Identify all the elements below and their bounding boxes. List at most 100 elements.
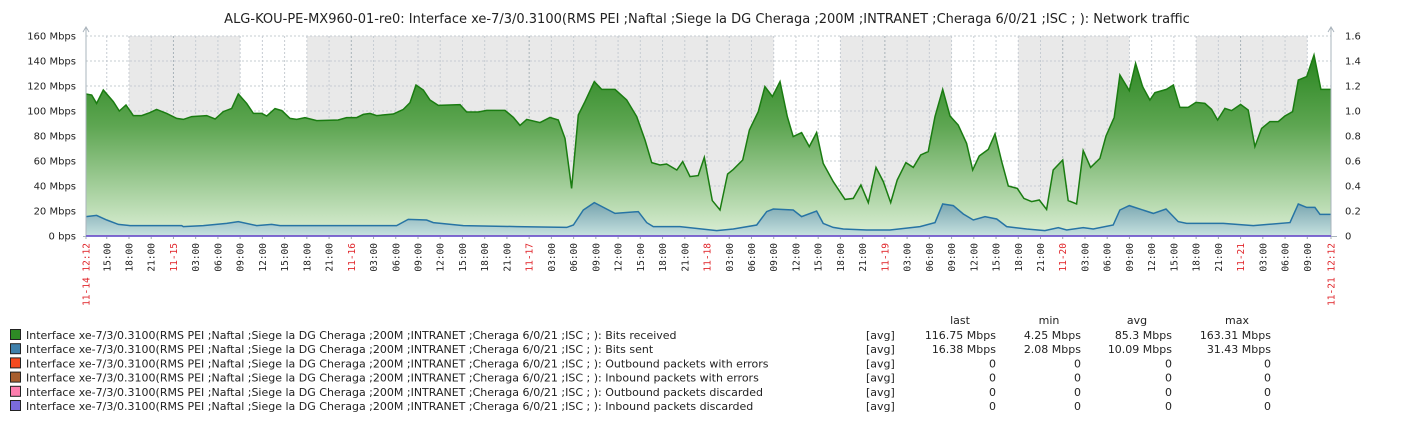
legend-item-max: 0 xyxy=(1264,372,1271,385)
x-tick-label: 12:00 xyxy=(436,243,447,272)
legend-item-min: 4.25 Mbps xyxy=(1024,329,1081,342)
x-tick-label: 09:00 xyxy=(1303,243,1314,272)
x-tick-label: 06:00 xyxy=(925,243,936,272)
x-tick-label: 21:00 xyxy=(1214,243,1225,272)
legend-header-last: last xyxy=(950,314,971,327)
legend-item-last: 0 xyxy=(989,400,996,413)
x-tick-label: 06:00 xyxy=(213,243,224,272)
series-line-1 xyxy=(85,201,1331,232)
x-tick-label: 21:00 xyxy=(1036,243,1047,272)
legend-item-last: 0 xyxy=(989,357,996,370)
y-right-tick-label: 1.6 xyxy=(1345,32,1361,43)
x-tick-label: 03:00 xyxy=(369,243,380,272)
legend-item-min: 2.08 Mbps xyxy=(1024,343,1081,356)
legend-item-min: 0 xyxy=(1074,386,1081,399)
x-tick-label: 15:00 xyxy=(636,243,647,272)
legend-item-function: [avg] xyxy=(866,400,895,413)
y-right-tick-label: 0.6 xyxy=(1345,157,1361,168)
y-right-tick-label: 0.2 xyxy=(1345,207,1361,218)
legend-item-max: 0 xyxy=(1264,357,1271,370)
y-left-tick-label: 140 Mbps xyxy=(27,57,76,68)
series-area-bits-sent xyxy=(86,202,1331,236)
x-tick-label: 18:00 xyxy=(1014,243,1025,272)
x-tick-label: 11-16 xyxy=(347,243,358,272)
x-tick-label: 03:00 xyxy=(903,243,914,272)
x-tick-label: 21:00 xyxy=(680,243,691,272)
x-tick-label: 21:00 xyxy=(325,243,336,272)
legend-item-avg: 10.09 Mbps xyxy=(1108,343,1172,356)
x-tick-label: 15:00 xyxy=(992,243,1003,272)
legend-item-max: 31.43 Mbps xyxy=(1207,343,1271,356)
legend-row: Interface xe-7/3/0.3100(RMS PEI ;Naftal … xyxy=(10,357,1271,370)
y-left-tick-label: 20 Mbps xyxy=(34,207,76,218)
x-tick-label: 18:00 xyxy=(302,243,313,272)
x-tick-label: 12:00 xyxy=(969,243,980,272)
legend-row: Interface xe-7/3/0.3100(RMS PEI ;Naftal … xyxy=(10,329,1271,342)
x-tick-label: 11-21 xyxy=(1236,243,1247,272)
x-tick-label: 09:00 xyxy=(414,243,425,272)
legend-item-function: [avg] xyxy=(866,329,895,342)
x-tick-label: 18:00 xyxy=(480,243,491,272)
x-tick-label: 21:00 xyxy=(858,243,869,272)
legend-header-max: max xyxy=(1225,314,1249,327)
x-tick-label: 15:00 xyxy=(814,243,825,272)
x-tick-label: 06:00 xyxy=(391,243,402,272)
legend-color-swatch xyxy=(10,385,21,397)
x-tick-label: 18:00 xyxy=(658,243,669,272)
y-left-tick-label: 120 Mbps xyxy=(27,82,76,93)
graph-title: ALG-KOU-PE-MX960-01-re0: Interface xe-7/… xyxy=(224,12,1190,27)
x-tick-label: 03:00 xyxy=(547,243,558,272)
x-tick-label: 12:00 xyxy=(258,243,269,272)
y-left-tick-label: 0 bps xyxy=(49,232,76,243)
y-right-tick-label: 1.4 xyxy=(1345,57,1361,68)
y-right-tick-label: 0.8 xyxy=(1345,132,1361,143)
x-tick-label: 15:00 xyxy=(102,243,113,272)
y-right-tick-label: 0.4 xyxy=(1345,182,1361,193)
x-tick-label: 11-21 12:12 xyxy=(1327,243,1338,306)
x-tick-label: 12:00 xyxy=(614,243,625,272)
legend-item-avg: 0 xyxy=(1165,372,1172,385)
x-tick-label: 15:00 xyxy=(280,243,291,272)
y-left-tick-label: 160 Mbps xyxy=(27,32,76,43)
x-tick-label: 11-14 12:12 xyxy=(82,243,93,306)
x-tick-label: 03:00 xyxy=(1258,243,1269,272)
legend-item-label: Interface xe-7/3/0.3100(RMS PEI ;Naftal … xyxy=(26,343,654,356)
x-tick-label: 21:00 xyxy=(147,243,158,272)
x-tick-label: 18:00 xyxy=(124,243,135,272)
legend-item-last: 0 xyxy=(989,386,996,399)
legend-item-label: Interface xe-7/3/0.3100(RMS PEI ;Naftal … xyxy=(26,329,677,342)
y-left-tick-label: 100 Mbps xyxy=(27,107,76,118)
legend-item-function: [avg] xyxy=(866,357,895,370)
x-tick-label: 11-18 xyxy=(703,243,714,272)
legend-item-avg: 0 xyxy=(1165,386,1172,399)
x-tick-label: 15:00 xyxy=(458,243,469,272)
x-tick-label: 03:00 xyxy=(191,243,202,272)
legend-row: Interface xe-7/3/0.3100(RMS PEI ;Naftal … xyxy=(10,343,1271,356)
x-tick-label: 06:00 xyxy=(747,243,758,272)
legend-row: Interface xe-7/3/0.3100(RMS PEI ;Naftal … xyxy=(10,385,1271,399)
x-tick-label: 12:00 xyxy=(1147,243,1158,272)
legend-row: Interface xe-7/3/0.3100(RMS PEI ;Naftal … xyxy=(10,400,1271,413)
x-tick-label: 21:00 xyxy=(502,243,513,272)
x-tick-label: 03:00 xyxy=(1080,243,1091,272)
legend-item-max: 163.31 Mbps xyxy=(1200,329,1271,342)
legend-item-label: Interface xe-7/3/0.3100(RMS PEI ;Naftal … xyxy=(26,386,763,399)
x-tick-label: 15:00 xyxy=(1169,243,1180,272)
legend-item-function: [avg] xyxy=(866,343,895,356)
x-tick-label: 06:00 xyxy=(1103,243,1114,272)
x-tick-label: 09:00 xyxy=(1125,243,1136,272)
legend: last min avg max Interface xe-7/3/0.3100… xyxy=(10,314,1271,413)
legend-item-last: 116.75 Mbps xyxy=(925,329,996,342)
axes: 0 bps 0 20 Mbps 0.2 40 Mbps 0.4 60 Mbps 0.6 80 M… xyxy=(27,26,1361,306)
legend-color-swatch xyxy=(10,371,21,383)
y-right-tick-label: 1.0 xyxy=(1345,107,1361,118)
legend-color-swatch xyxy=(10,357,21,369)
legend-item-last: 16.38 Mbps xyxy=(932,343,996,356)
x-tick-label: 11-17 xyxy=(525,243,536,272)
legend-row: Interface xe-7/3/0.3100(RMS PEI ;Naftal … xyxy=(10,371,1271,385)
x-tick-label: 11-19 xyxy=(880,243,891,272)
legend-item-min: 0 xyxy=(1074,400,1081,413)
y-right-axis-arrow xyxy=(1327,26,1335,33)
legend-color-swatch xyxy=(10,329,21,340)
